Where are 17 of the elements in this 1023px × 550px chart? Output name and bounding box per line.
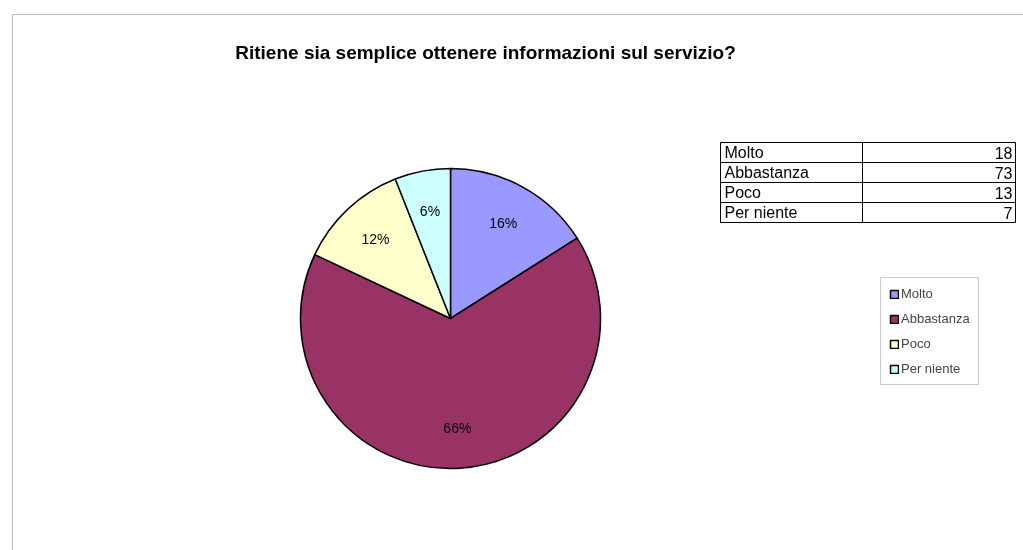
category-label: Per niente	[724, 204, 798, 221]
chart-title: Ritiene sia semplice ottenere informazioni sul servizio?	[235, 42, 736, 63]
data-label: 12%	[361, 230, 390, 247]
legend-label: Poco	[901, 336, 931, 351]
legend-label: Molto	[901, 286, 933, 301]
category-label: Poco	[724, 184, 762, 201]
data-label: 66%	[443, 419, 472, 436]
data-label: 7	[1003, 204, 1013, 222]
category-label: Abbastanza	[724, 164, 810, 181]
legend-label: Per niente	[901, 361, 961, 376]
data-label: 6%	[419, 202, 441, 219]
data-label: 73	[994, 164, 1013, 182]
data-label: 13	[994, 184, 1013, 202]
legend-label: Abbastanza	[901, 311, 970, 326]
data-label: 16%	[489, 214, 518, 231]
data-label: 18	[994, 144, 1013, 162]
category-label: Molto	[724, 144, 764, 161]
